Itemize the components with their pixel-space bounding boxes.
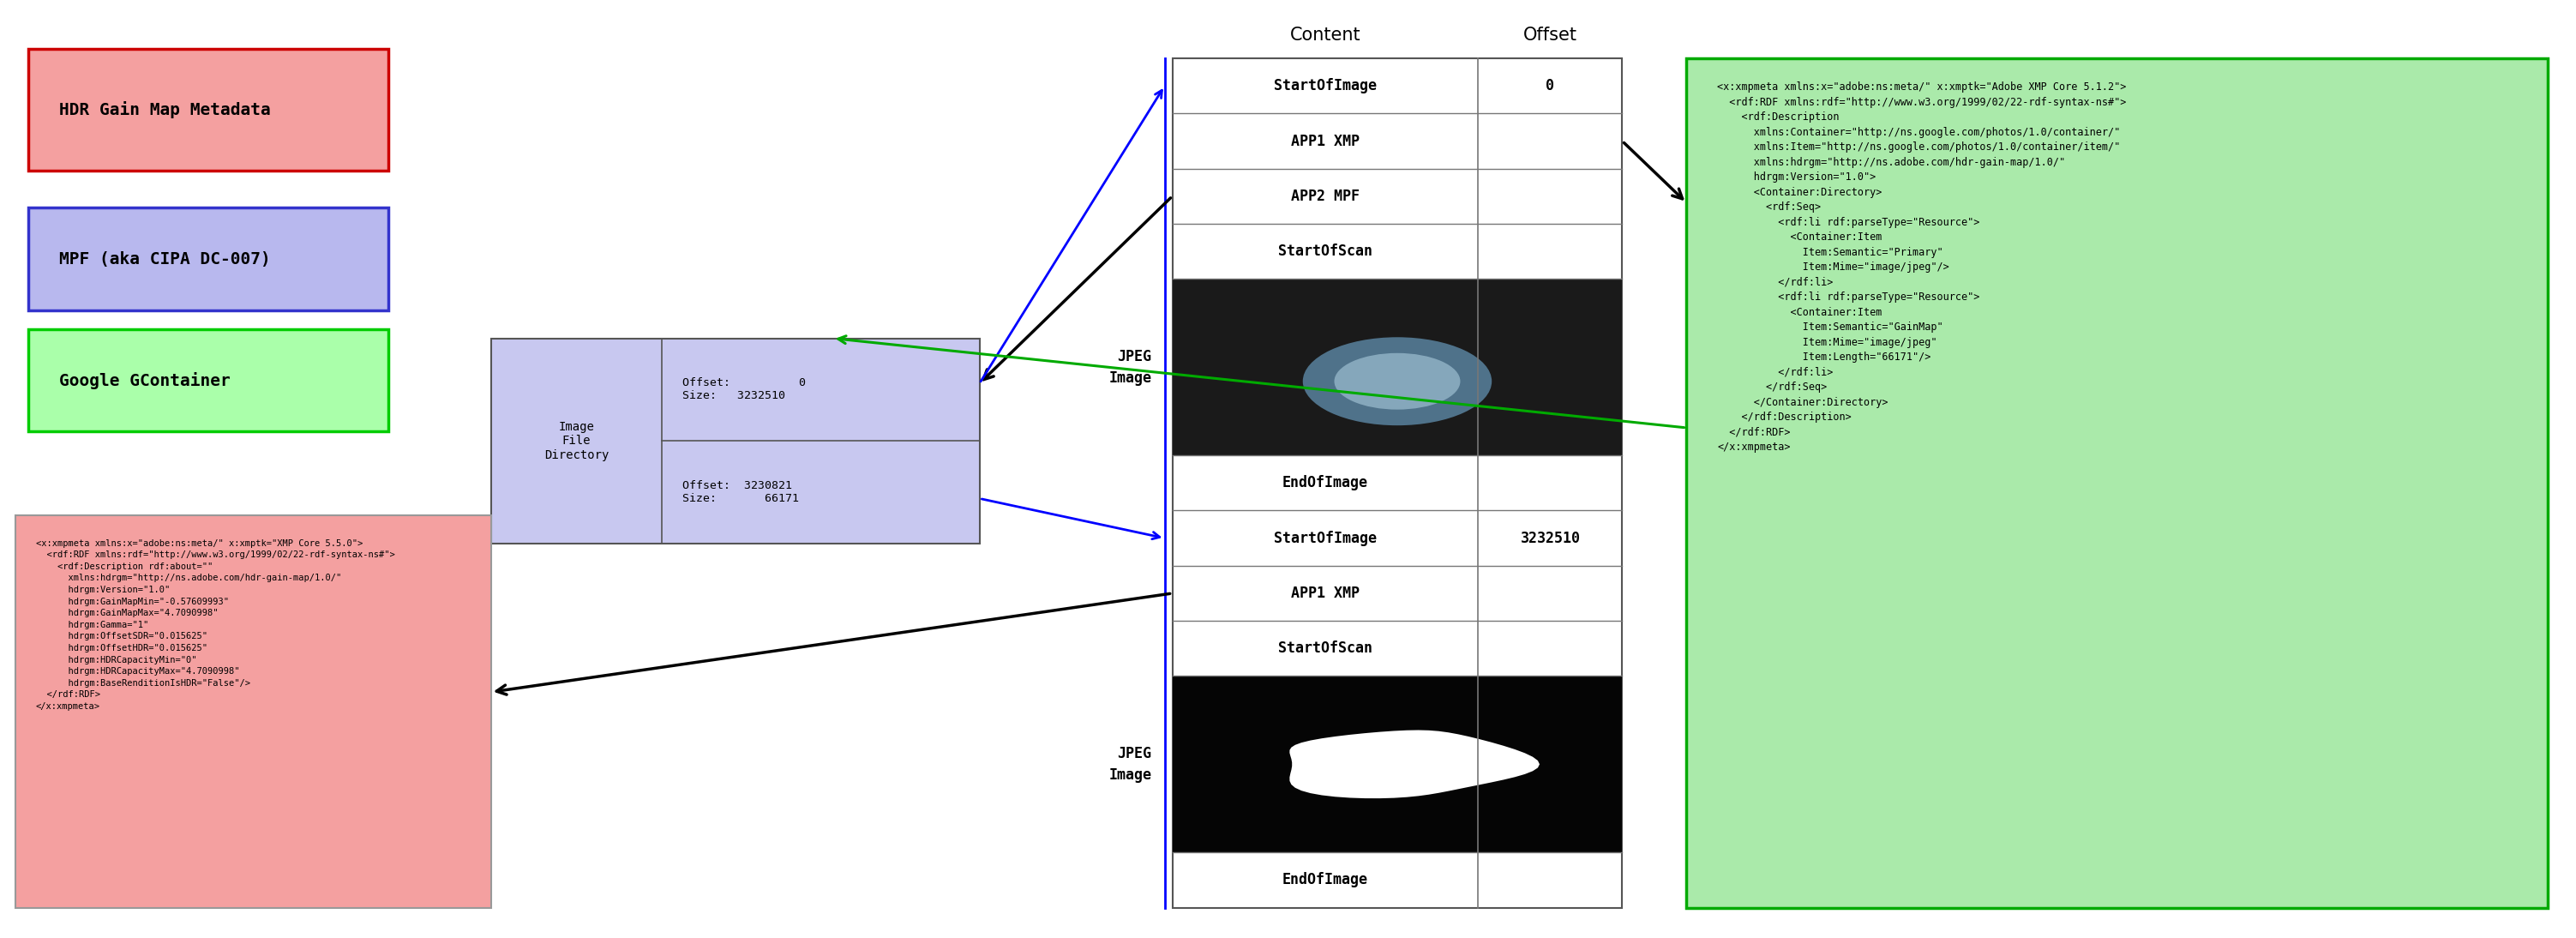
Text: EndOfImage: EndOfImage xyxy=(1283,476,1368,491)
Text: Image
File
Directory: Image File Directory xyxy=(544,421,608,461)
Text: Image: Image xyxy=(1108,371,1151,386)
Text: MPF (aka CIPA DC-007): MPF (aka CIPA DC-007) xyxy=(59,250,270,267)
Text: APP2 MPF: APP2 MPF xyxy=(1291,189,1360,204)
Text: <x:xmpmeta xmlns:x="adobe:ns:meta/" x:xmptk="XMP Core 5.5.0">
  <rdf:RDF xmlns:r: <x:xmpmeta xmlns:x="adobe:ns:meta/" x:xm… xyxy=(36,539,394,711)
Text: 0: 0 xyxy=(1546,78,1553,94)
Text: StartOfImage: StartOfImage xyxy=(1275,78,1376,94)
Text: Offset:          0
Size:   3232510: Offset: 0 Size: 3232510 xyxy=(683,378,806,401)
Text: Offset: Offset xyxy=(1522,26,1577,44)
Text: JPEG: JPEG xyxy=(1118,746,1151,762)
FancyBboxPatch shape xyxy=(1687,58,2548,908)
FancyBboxPatch shape xyxy=(1172,279,1623,456)
FancyBboxPatch shape xyxy=(1172,676,1623,853)
Text: Offset:  3230821
Size:       66171: Offset: 3230821 Size: 66171 xyxy=(683,480,799,505)
Text: 3232510: 3232510 xyxy=(1520,530,1579,546)
Ellipse shape xyxy=(1334,353,1461,410)
Text: <x:xmpmeta xmlns:x="adobe:ns:meta/" x:xmptk="Adobe XMP Core 5.1.2">
  <rdf:RDF x: <x:xmpmeta xmlns:x="adobe:ns:meta/" x:xm… xyxy=(1718,82,2128,453)
Text: APP1 XMP: APP1 XMP xyxy=(1291,133,1360,149)
FancyBboxPatch shape xyxy=(28,329,389,431)
Ellipse shape xyxy=(1303,337,1492,426)
Text: StartOfScan: StartOfScan xyxy=(1278,641,1373,657)
Text: EndOfImage: EndOfImage xyxy=(1283,872,1368,887)
Text: Google GContainer: Google GContainer xyxy=(59,371,229,389)
Text: JPEG: JPEG xyxy=(1118,349,1151,364)
Text: StartOfScan: StartOfScan xyxy=(1278,244,1373,259)
FancyBboxPatch shape xyxy=(15,516,492,908)
Text: APP1 XMP: APP1 XMP xyxy=(1291,585,1360,601)
Text: StartOfImage: StartOfImage xyxy=(1275,530,1376,546)
FancyBboxPatch shape xyxy=(1172,58,1623,908)
Text: Content: Content xyxy=(1291,26,1360,44)
FancyBboxPatch shape xyxy=(28,207,389,310)
FancyBboxPatch shape xyxy=(28,49,389,171)
FancyBboxPatch shape xyxy=(492,339,979,544)
Text: Image: Image xyxy=(1108,767,1151,782)
Text: HDR Gain Map Metadata: HDR Gain Map Metadata xyxy=(59,101,270,118)
Polygon shape xyxy=(1291,730,1540,798)
